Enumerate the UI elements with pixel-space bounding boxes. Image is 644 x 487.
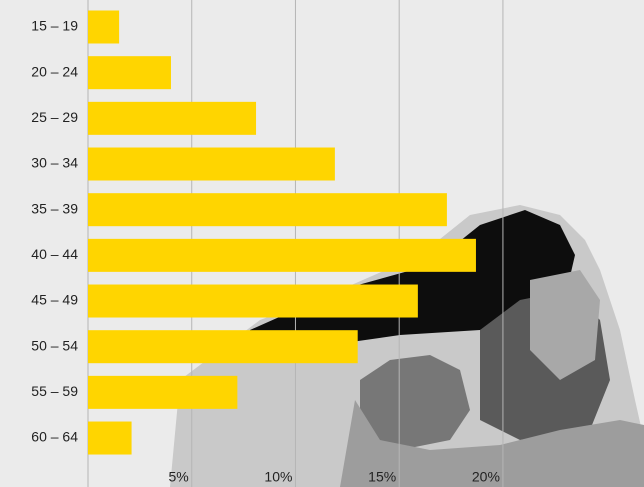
bar	[88, 10, 120, 44]
bar	[88, 147, 335, 181]
x-tick-label: 10%	[264, 469, 292, 485]
bar	[88, 330, 358, 364]
y-tick-label: 20 – 24	[31, 63, 78, 79]
bar	[88, 284, 418, 318]
x-tick-label: 15%	[368, 469, 396, 485]
bar	[88, 375, 238, 409]
bar	[88, 421, 132, 455]
y-tick-label: 35 – 39	[31, 200, 78, 216]
background-illustration	[170, 205, 644, 487]
bar	[88, 193, 447, 227]
y-tick-label: 55 – 59	[31, 383, 78, 399]
y-tick-label: 60 – 64	[31, 429, 78, 445]
bar	[88, 101, 257, 135]
y-tick-label: 15 – 19	[31, 18, 78, 34]
y-tick-label: 30 – 34	[31, 155, 78, 171]
y-tick-label: 45 – 49	[31, 292, 78, 308]
y-tick-label: 40 – 44	[31, 246, 78, 262]
y-tick-label: 50 – 54	[31, 337, 78, 353]
x-tick-label: 20%	[472, 469, 500, 485]
y-tick-label: 25 – 29	[31, 109, 78, 125]
bar	[88, 56, 171, 90]
bar	[88, 238, 476, 272]
x-tick-label: 5%	[168, 469, 188, 485]
